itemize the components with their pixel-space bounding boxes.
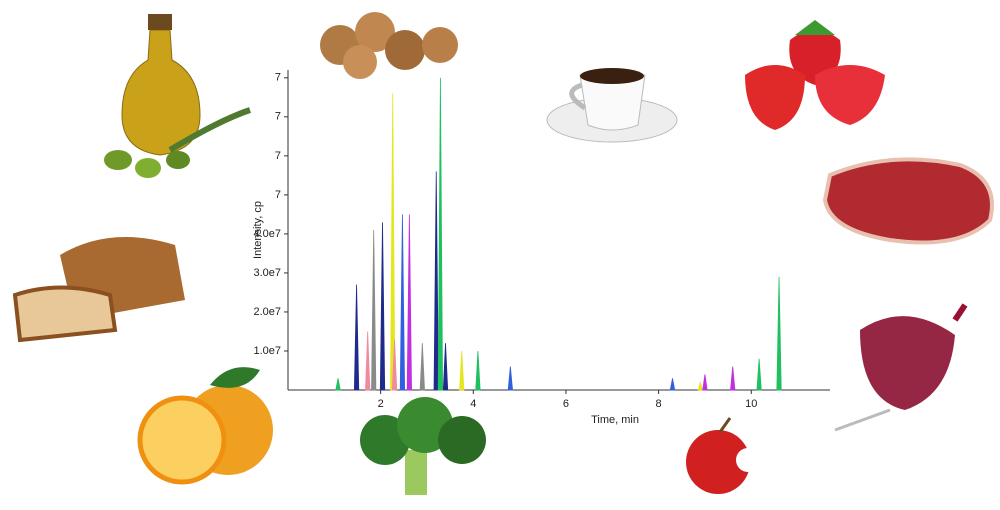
peak bbox=[335, 378, 341, 391]
peak bbox=[475, 350, 481, 391]
y-axis-label: Intensity, cp bbox=[252, 201, 264, 259]
peak bbox=[433, 171, 439, 391]
y-tick-label: 3.0e7 bbox=[253, 267, 281, 279]
y-tick-label: 4.0e7 bbox=[253, 228, 281, 240]
peak bbox=[669, 378, 676, 391]
x-tick-label: 10 bbox=[745, 398, 757, 410]
peak bbox=[391, 339, 398, 391]
peak bbox=[353, 284, 360, 391]
steak bbox=[822, 157, 994, 245]
walnuts bbox=[320, 12, 458, 79]
peak bbox=[756, 358, 762, 391]
peak bbox=[776, 276, 782, 391]
y-tick-label: 7 bbox=[275, 150, 281, 162]
strawberries bbox=[745, 20, 885, 130]
y-tick-label: 7 bbox=[275, 111, 281, 123]
broccoli bbox=[360, 397, 486, 495]
peak bbox=[365, 331, 371, 391]
peak bbox=[442, 343, 449, 391]
y-tick-label: 7 bbox=[275, 189, 281, 201]
peak bbox=[419, 343, 425, 391]
y-tick-label: 7 bbox=[275, 72, 281, 84]
peak bbox=[379, 222, 386, 391]
apple bbox=[686, 417, 760, 494]
peak bbox=[437, 77, 444, 391]
x-tick-label: 2 bbox=[378, 398, 384, 410]
peak bbox=[406, 214, 412, 391]
y-tick-label: 1.0e7 bbox=[253, 345, 281, 357]
peak bbox=[702, 374, 708, 391]
wine-glass bbox=[834, 303, 968, 432]
peak bbox=[399, 214, 406, 391]
x-tick-label: 8 bbox=[656, 398, 662, 410]
peak bbox=[730, 366, 736, 391]
bread bbox=[12, 237, 185, 343]
coffee-cup bbox=[546, 68, 678, 143]
peak bbox=[371, 229, 377, 391]
x-tick-label: 4 bbox=[470, 398, 476, 410]
peak bbox=[507, 366, 513, 391]
peak bbox=[697, 380, 704, 391]
peak bbox=[459, 350, 465, 391]
y-tick-label: 2.0e7 bbox=[253, 306, 281, 318]
olive-oil bbox=[104, 14, 251, 178]
orange bbox=[137, 367, 273, 485]
x-tick-label: 6 bbox=[563, 398, 569, 410]
x-axis-label: Time, min bbox=[591, 414, 639, 426]
